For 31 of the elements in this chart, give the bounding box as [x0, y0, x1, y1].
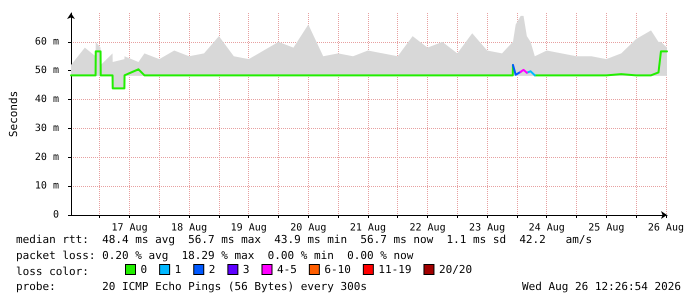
legend-label: 6-10 [324, 263, 351, 276]
x-tick-label: 19 Aug [230, 222, 267, 234]
x-tick-label: 18 Aug [171, 222, 208, 234]
x-tick-label: 21 Aug [350, 222, 386, 234]
text: median rtt: 48.4 ms avg 56.7 ms max 43.9 ms min 56.7 ms now 1.1 ms sd 42.2 am/s [16, 233, 592, 246]
x-tick-label: 20 Aug [290, 222, 326, 234]
text: Wed Aug 26 12:26:54 2026 [522, 280, 682, 293]
legend-label: 20/20 [438, 263, 472, 276]
y-tick-label: 30 m [34, 122, 59, 134]
legend-label: 0 [140, 263, 148, 276]
x-tick-label: 24 Aug [528, 222, 565, 234]
y-axis-title: Seconds [7, 90, 20, 138]
y-tick-label: 50 m [34, 65, 59, 76]
legend-label: 4-5 [276, 263, 297, 276]
x-tick-label: 17 Aug [111, 222, 148, 234]
text: probe: 20 ICMP Echo Pings (56 Bytes) every 300s [16, 280, 367, 293]
y-tick-label: 60 m [34, 36, 59, 48]
legend-title: loss color: [16, 265, 89, 278]
y-tick-label: 20 m [34, 152, 59, 163]
x-tick-label: 26 Aug [648, 222, 684, 234]
x-tick-label: 22 Aug [409, 222, 446, 234]
legend-label: 3 [242, 263, 250, 276]
x-tick-label: 23 Aug [469, 222, 506, 234]
x-tick-label: 25 Aug [588, 222, 624, 234]
y-tick-label: 0 [52, 210, 59, 220]
legend-label: 1 [174, 263, 182, 276]
y-tick-label: 40 m [34, 94, 59, 106]
y-tick-label: 10 m [34, 180, 59, 192]
legend-label: 11-19 [378, 263, 412, 276]
text: packet loss: 0.20 % avg 18.29 % max 0.00 % min 0.00 % now [16, 249, 414, 262]
legend-label: 2 [208, 263, 216, 276]
